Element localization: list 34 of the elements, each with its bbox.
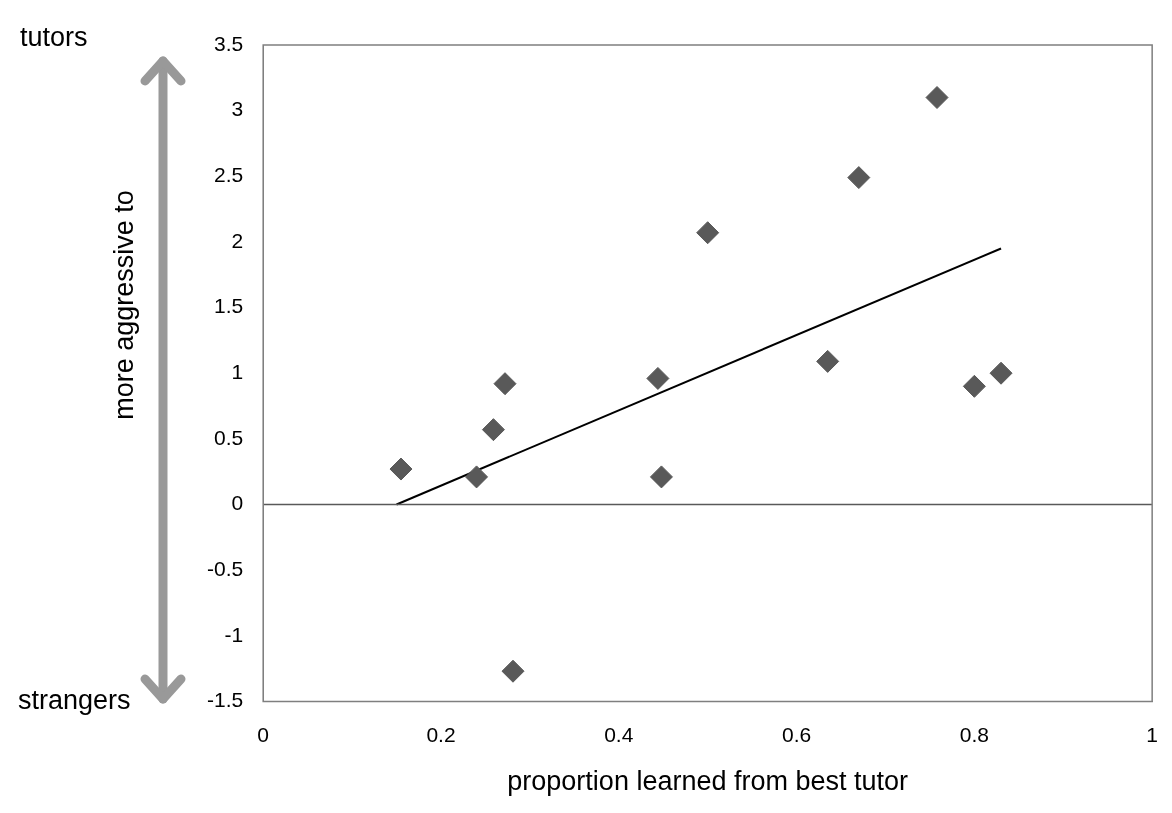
- point: [389, 457, 413, 481]
- x-tick-label: 0.6: [781, 722, 812, 746]
- y-tick-label: 3: [231, 97, 244, 121]
- y-tick-label: -0.5: [207, 556, 244, 580]
- point: [649, 465, 673, 489]
- y-tick-label: 2.5: [213, 163, 244, 187]
- point: [481, 418, 505, 442]
- x-tick-label: 0.2: [426, 722, 456, 746]
- y-tick-label: 1: [231, 360, 244, 383]
- y-tick-label: 0.5: [213, 425, 244, 449]
- point: [925, 86, 949, 110]
- point: [989, 361, 1013, 385]
- y-tick-label: 0: [231, 491, 244, 515]
- y-tick-label: 3.5: [213, 31, 244, 55]
- point: [501, 659, 525, 683]
- x-tick-label: 0: [257, 722, 270, 746]
- point: [816, 349, 840, 373]
- point: [493, 372, 517, 396]
- point: [962, 374, 986, 398]
- y-tick-label: -1: [224, 622, 244, 646]
- text: tutors: [20, 22, 88, 53]
- point: [646, 366, 670, 390]
- text: strangers: [18, 685, 131, 716]
- y-tick-label: -1.5: [207, 688, 244, 712]
- point: [847, 166, 871, 190]
- point: [465, 465, 489, 489]
- y-tick-label: 1.5: [213, 294, 244, 318]
- x-tick-label: 0.4: [604, 722, 634, 746]
- point: [696, 221, 720, 245]
- x-tick-label: 1: [1146, 722, 1158, 746]
- y-axis-title: more aggressive to: [108, 190, 140, 420]
- x-tick-label: 0.8: [959, 722, 989, 746]
- x-axis-title: proportion learned from best tutor: [507, 766, 909, 797]
- y-tick-label: 2: [231, 228, 244, 252]
